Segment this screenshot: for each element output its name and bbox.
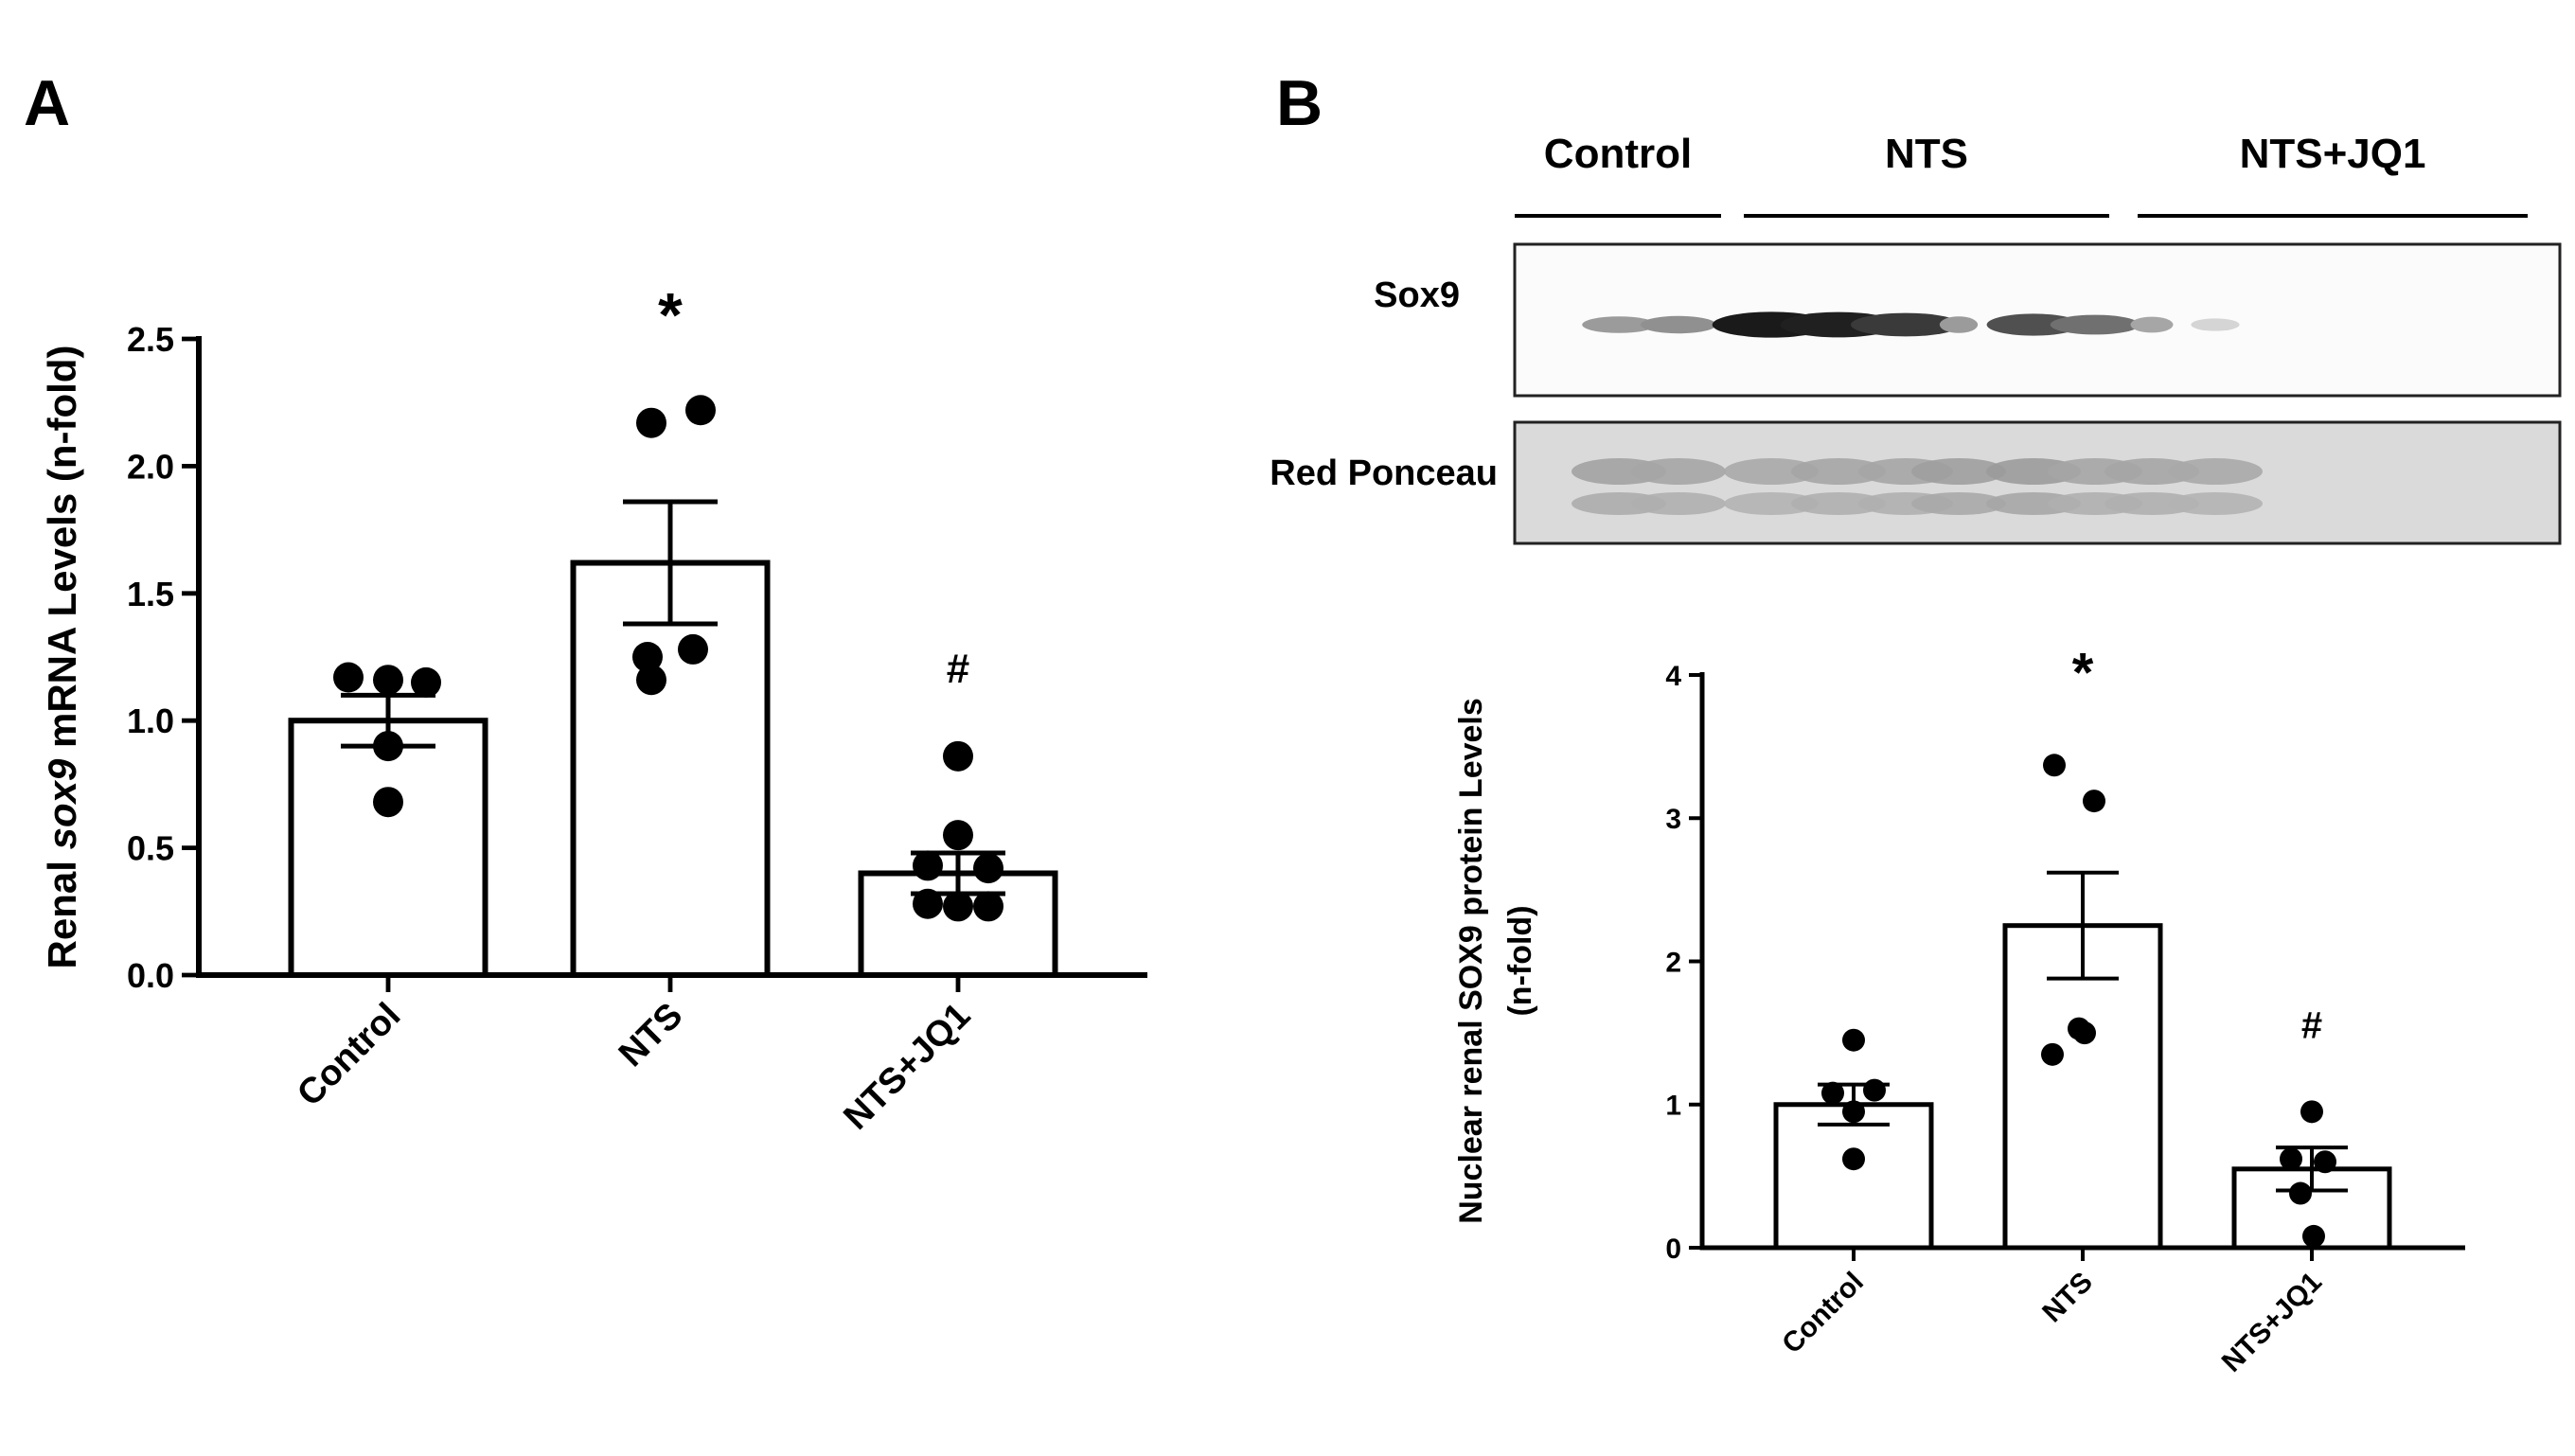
ponceau-band [1724,458,1819,485]
sox9-band [1641,315,1716,334]
y-axis-label-line: Nuclear renal SOX9 protein Levels [1453,698,1489,1224]
y-tick-label: 1 [1665,1091,1681,1122]
sox9-band [1582,316,1656,333]
data-point [2302,1224,2325,1248]
sox9-band [1986,313,2081,336]
data-point [411,666,441,698]
data-point [973,853,1003,884]
ponceau-band [1631,458,1726,485]
sox9-band [1939,316,1979,333]
data-point [943,740,973,772]
data-point [678,633,708,665]
data-point [1842,1100,1865,1124]
ponceau-band [1631,492,1726,515]
data-point [1863,1078,1886,1102]
y-tick-label: 1.5 [127,575,174,613]
significance-star: * [658,279,683,349]
bar-group: # NTS+JQ1 [2216,1004,2392,1378]
data-point [1821,1081,1844,1105]
data-point [373,731,403,762]
sox9-band [1851,312,1961,337]
ponceau-band [1911,458,2006,485]
data-point [913,850,943,881]
ponceau-band [1791,492,1886,515]
y-axis-label-line: (n-fold) [1502,905,1538,1016]
x-tick-label: Control [290,996,408,1114]
ponceau-band [1791,458,1886,485]
data-point [636,407,666,438]
y-axis-label-part: sox9 [40,758,84,849]
bar-group: # NTS+JQ1 [836,646,1058,1138]
y-tick-label: 0.0 [127,956,174,995]
bar-group: Control [288,662,488,1114]
data-point [636,665,666,696]
blot-group-label: NTS+JQ1 [2240,131,2426,177]
significance-hash: # [2301,1004,2322,1046]
bar-group: Control [1773,1028,1934,1360]
data-point [632,642,663,672]
ponceau-band [2168,492,2263,515]
chart-a: 0.0 0.5 1.0 1.5 2.0 2.5 Renal sox9 mRNA Levels… [40,279,1147,1138]
bar-group: * NTS [2002,642,2163,1329]
data-point [2041,1042,2064,1066]
significance-star: * [2072,642,2094,703]
data-point [373,665,403,696]
data-point [1842,1028,1865,1052]
data-point [333,662,364,693]
x-tick-label: NTS [612,996,690,1074]
y-axis-label-part: mRNA Levels (n-fold) [40,346,84,759]
data-point [973,891,1003,922]
data-point [943,820,973,851]
bar [570,559,771,978]
y-tick-label: 0 [1665,1234,1681,1265]
y-tick-label: 2.0 [127,447,174,486]
data-point [685,395,716,426]
bar [288,718,488,978]
ponceau-band [2168,458,2263,485]
y-tick-label: 0.5 [127,829,174,868]
blot-row-label: Sox9 [1374,275,1460,315]
blot-group-label: NTS [1885,131,1968,177]
y-tick-label: 2 [1665,947,1681,978]
sox9-band [2130,316,2174,333]
y-axis-label-part: Renal [40,849,84,968]
y-tick-label: 1.0 [127,701,174,740]
ponceau-band [1911,492,2006,515]
blot-group-label: Control [1544,131,1692,177]
sox9-band [2050,314,2140,335]
x-tick-label: Control [1776,1267,1870,1360]
y-tick-label: 2.5 [127,320,174,359]
data-point [2289,1181,2312,1205]
ponceau-band [1724,492,1819,515]
data-point [2043,754,2066,777]
data-point [2280,1147,2302,1171]
y-axis-label: Renal sox9 mRNA Levels (n-fold) [40,346,84,969]
data-point [2083,790,2105,813]
data-point [913,888,943,919]
x-tick-label: NTS+JQ1 [2216,1267,2328,1378]
x-tick-label: NTS+JQ1 [836,996,978,1138]
significance-hash: # [947,646,969,692]
data-point [1842,1147,1865,1171]
sox9-band [2191,318,2240,331]
data-point [2314,1150,2336,1174]
panel-label-b: B [1276,67,1323,139]
data-point [373,787,403,818]
panel-label-a: A [24,67,70,139]
y-tick-label: 4 [1665,661,1681,692]
bar-group: * NTS [570,279,771,1074]
data-point [2073,1021,2096,1045]
chart-b: 0 1 2 3 4 Nuclear renal SOX9 protein Levels (n… [1453,642,2465,1378]
blot-row-label: Red Ponceau [1270,453,1498,493]
data-point [2300,1100,2323,1124]
y-tick-label: 3 [1665,804,1681,835]
western-blot: Control NTS NTS+JQ1 Sox9 Red Ponceau [1270,131,2562,545]
data-point [943,891,973,922]
x-tick-label: NTS [2036,1267,2099,1329]
